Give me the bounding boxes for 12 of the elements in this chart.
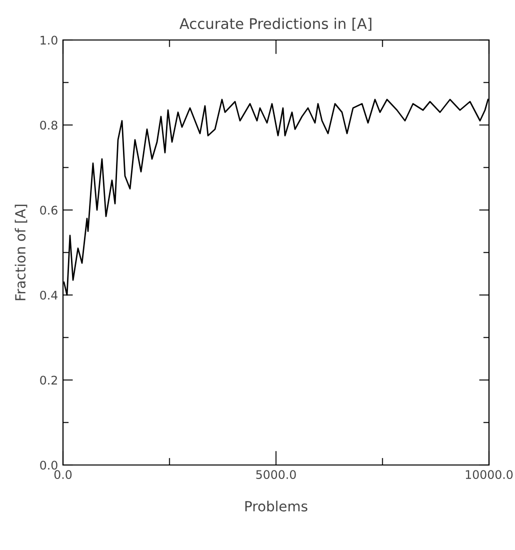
chart-title: Accurate Predictions in [A] bbox=[180, 18, 372, 31]
x-tick-label: 0.0 bbox=[54, 470, 72, 479]
y-tick-label: 1.0 bbox=[40, 36, 58, 45]
y-axis-title: Fraction of [A] bbox=[14, 204, 28, 300]
y-tick-label: 0.8 bbox=[40, 120, 58, 130]
y-tick-label: 0.2 bbox=[40, 376, 57, 385]
y-tick-label: 0.6 bbox=[40, 206, 58, 215]
y-tick-label: 0.4 bbox=[40, 290, 58, 300]
x-tick-label: 10000.0 bbox=[466, 470, 513, 479]
x-axis-title: Problems bbox=[245, 500, 308, 512]
x-tick-label: 5000.0 bbox=[256, 470, 296, 479]
y-tick-label: 0.0 bbox=[40, 460, 58, 470]
